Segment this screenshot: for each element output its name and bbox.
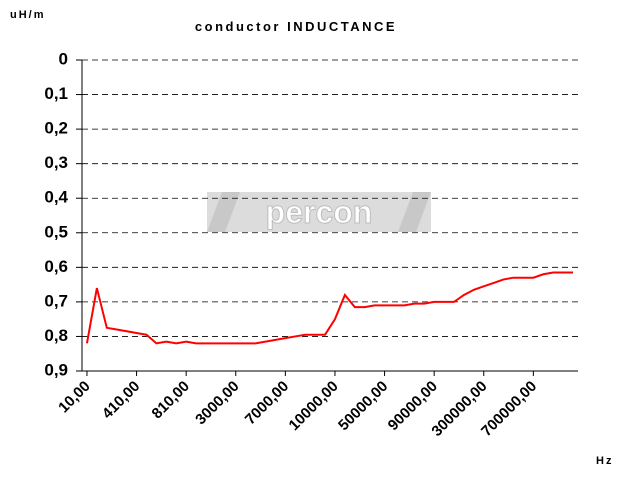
x-tick-label: 50000,00 (335, 378, 391, 434)
chart-title: conductor INDUCTANCE (195, 19, 397, 34)
y-tick-label: 0,7 (44, 291, 68, 310)
y-tick-label: 0,2 (44, 119, 68, 138)
y-tick-label: 0 (59, 49, 68, 68)
y-unit: uH/m (10, 9, 46, 21)
y-tick-label: 0,4 (44, 188, 68, 207)
x-tick-label: 810,00 (149, 378, 193, 422)
x-tick-label: 10000,00 (286, 378, 342, 434)
x-tick-label: 7000,00 (242, 378, 292, 428)
x-tick-label: 410,00 (99, 378, 143, 422)
watermark-shape (207, 192, 240, 232)
watermark-box (207, 192, 431, 232)
y-tick-label: 0,6 (44, 257, 68, 276)
y-tick-label: 0,9 (44, 360, 68, 379)
watermark-logo: percon (207, 192, 431, 232)
y-tick-label: 0,1 (44, 84, 68, 103)
watermark-text: percon (266, 194, 373, 230)
x-tick-label: 10,00 (55, 378, 94, 417)
x-axis-label: Hz (596, 455, 613, 467)
y-tick-label: 0,3 (44, 153, 68, 172)
watermark-shape (398, 192, 431, 232)
data-line (85, 271, 574, 345)
x-tick-label: 3000,00 (192, 378, 242, 428)
y-tick-label: 0,8 (44, 326, 68, 345)
y-tick-label: 0,5 (44, 222, 68, 241)
